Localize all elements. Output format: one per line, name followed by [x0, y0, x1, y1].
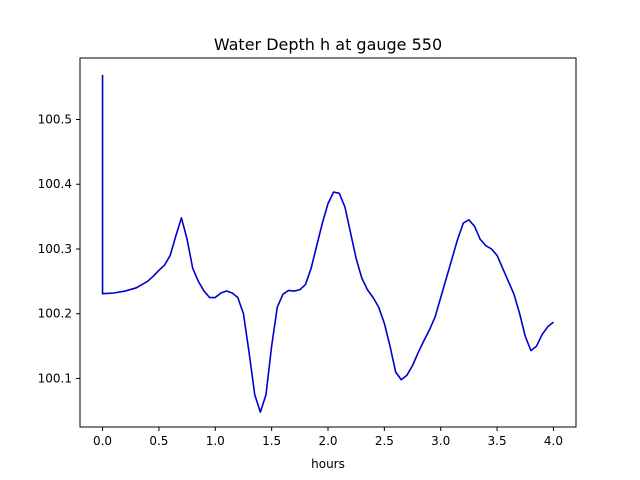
chart-title: Water Depth h at gauge 550	[214, 35, 442, 54]
y-tick-label: 100.5	[38, 113, 72, 127]
plot-layer	[101, 74, 554, 413]
plot-frame	[79, 57, 577, 428]
x-tick-label: 3.5	[488, 434, 507, 448]
y-tick-label: 100.1	[38, 371, 72, 385]
x-tick-label: 2.0	[318, 434, 337, 448]
y-tick-label: 100.2	[38, 307, 72, 321]
y-tick-label: 100.3	[38, 242, 72, 256]
x-tick-label: 0.0	[93, 434, 112, 448]
y-tick-label: 100.4	[38, 177, 72, 191]
x-tick-label: 2.5	[375, 434, 394, 448]
y-axis: 100.1 100.2 100.3 100.4 100.5	[38, 113, 80, 385]
x-tick-label: 1.5	[262, 434, 281, 448]
x-axis: 0.0 0.5 1.0 1.5 2.0 2.5 3.0 3.5 4.0	[93, 427, 563, 448]
x-axis-label: hours	[311, 457, 345, 471]
x-tick-label: 1.0	[206, 434, 225, 448]
x-tick-label: 3.0	[431, 434, 450, 448]
x-tick-label: 0.5	[149, 434, 168, 448]
series-line-0	[101, 74, 554, 413]
x-tick-label: 4.0	[544, 434, 563, 448]
